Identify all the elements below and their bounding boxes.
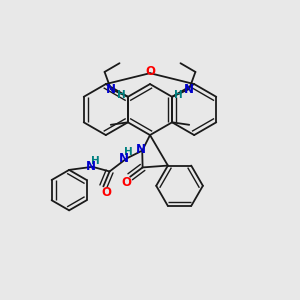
Text: H: H [91, 156, 99, 166]
Text: H: H [117, 90, 126, 100]
Text: N: N [119, 152, 129, 165]
Text: N: N [106, 82, 116, 95]
Text: O: O [145, 65, 155, 78]
Text: H: H [124, 147, 133, 157]
Text: N: N [184, 82, 194, 95]
Text: H: H [174, 90, 183, 100]
Text: O: O [122, 176, 131, 189]
Text: N: N [86, 160, 96, 173]
Text: O: O [101, 186, 112, 199]
Text: N: N [136, 142, 146, 156]
